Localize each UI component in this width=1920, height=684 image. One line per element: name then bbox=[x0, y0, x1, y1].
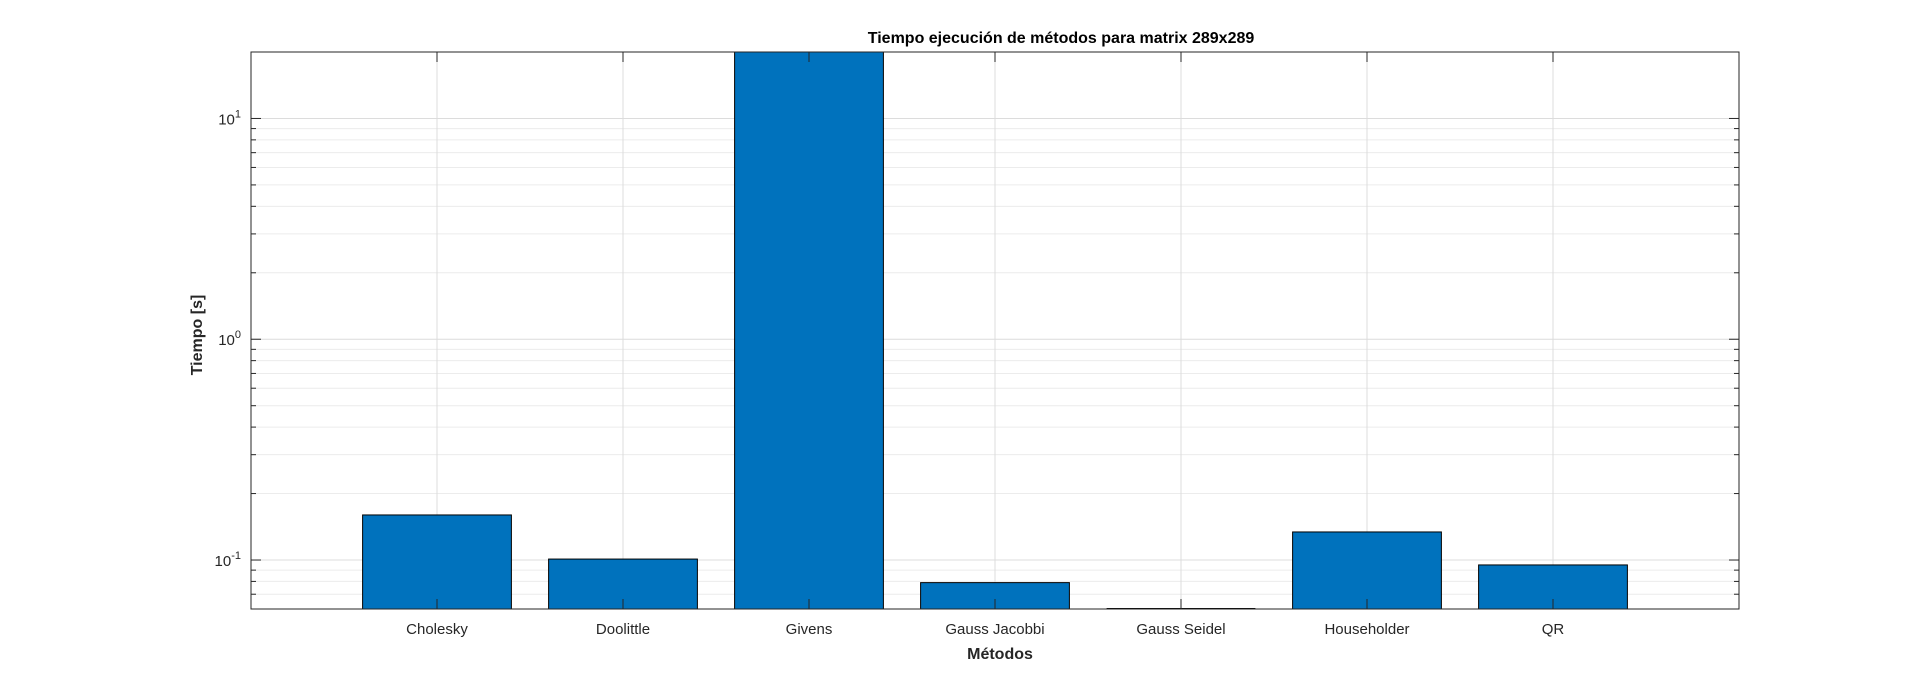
x-tick-label: Givens bbox=[786, 621, 833, 638]
bar-givens bbox=[734, 51, 884, 610]
y-tick-label: 101 bbox=[218, 108, 241, 128]
x-tick-label: Householder bbox=[1324, 621, 1409, 638]
bar-gauss-jacobbi bbox=[920, 582, 1070, 610]
chart-title: Tiempo ejecución de métodos para matrix … bbox=[868, 30, 1255, 47]
bar-cholesky bbox=[362, 514, 512, 610]
x-axis-label: Métodos bbox=[967, 646, 1033, 663]
y-tick-label: 100 bbox=[218, 329, 241, 349]
y-axis-label: Tiempo [s] bbox=[189, 295, 206, 376]
bar-householder bbox=[1292, 531, 1442, 610]
axes bbox=[250, 51, 1740, 610]
y-tick-label: 10-1 bbox=[215, 550, 241, 570]
bars bbox=[362, 51, 1628, 610]
x-tick-label: Cholesky bbox=[406, 621, 468, 638]
x-tick-label: Doolittle bbox=[596, 621, 650, 638]
tick-labels: Cholesky Doolittle Givens Gauss Jacobbi Gaus… bbox=[215, 108, 1565, 638]
x-tick-label: Gauss Jacobbi bbox=[945, 621, 1044, 638]
x-tick-label: Gauss Seidel bbox=[1136, 621, 1225, 638]
x-tick-label: QR bbox=[1542, 621, 1565, 638]
